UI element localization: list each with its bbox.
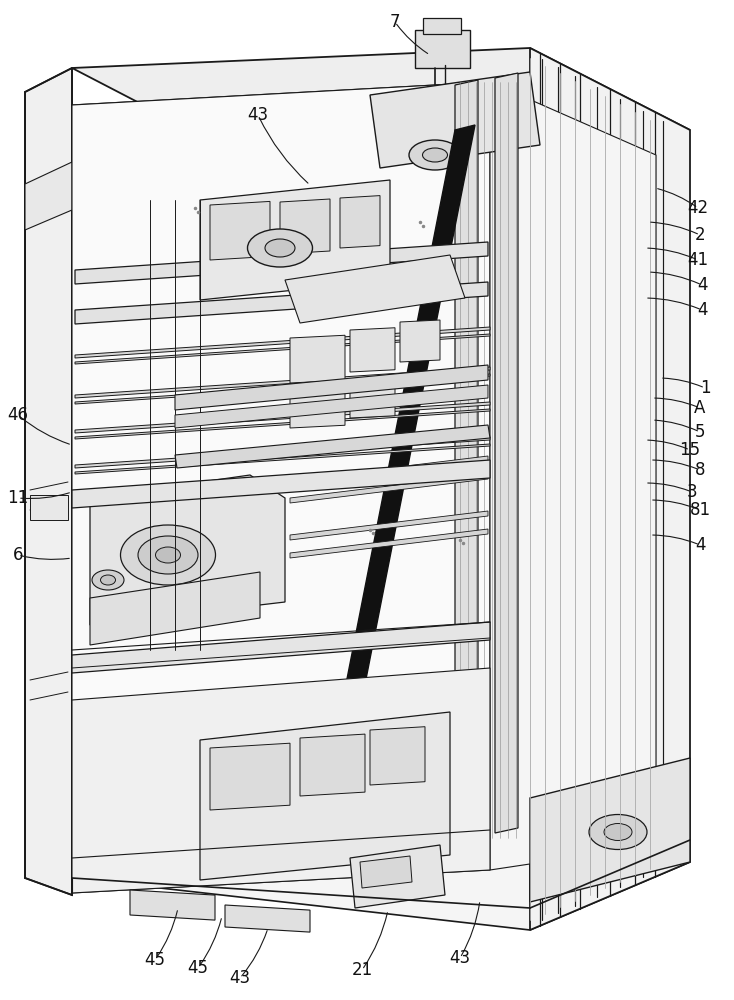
Polygon shape xyxy=(290,385,345,428)
Polygon shape xyxy=(285,255,465,323)
Polygon shape xyxy=(25,162,72,230)
Ellipse shape xyxy=(265,239,295,257)
Text: 7: 7 xyxy=(390,13,400,31)
Text: 3: 3 xyxy=(687,483,697,501)
Polygon shape xyxy=(370,727,425,785)
Ellipse shape xyxy=(101,575,115,585)
Polygon shape xyxy=(495,73,518,833)
Text: 11: 11 xyxy=(7,489,29,507)
Text: 21: 21 xyxy=(352,961,373,979)
Polygon shape xyxy=(400,320,440,362)
Text: 15: 15 xyxy=(680,441,700,459)
Polygon shape xyxy=(75,444,490,474)
Text: 45: 45 xyxy=(145,951,165,969)
Ellipse shape xyxy=(247,229,313,267)
Polygon shape xyxy=(200,712,450,880)
Ellipse shape xyxy=(120,525,216,585)
Polygon shape xyxy=(350,328,395,372)
Text: 4: 4 xyxy=(695,536,705,554)
Polygon shape xyxy=(90,475,285,625)
Polygon shape xyxy=(530,48,690,930)
Bar xyxy=(423,18,461,34)
Polygon shape xyxy=(72,82,490,893)
Polygon shape xyxy=(72,810,690,930)
Polygon shape xyxy=(340,196,380,248)
Polygon shape xyxy=(300,734,365,796)
Polygon shape xyxy=(310,125,475,867)
Polygon shape xyxy=(350,378,395,418)
Polygon shape xyxy=(130,890,215,920)
Polygon shape xyxy=(530,758,690,902)
Polygon shape xyxy=(25,68,72,895)
Polygon shape xyxy=(290,474,488,503)
Polygon shape xyxy=(210,743,290,810)
Polygon shape xyxy=(75,409,490,439)
Bar xyxy=(415,30,470,68)
Polygon shape xyxy=(72,622,490,673)
Polygon shape xyxy=(225,905,310,932)
Polygon shape xyxy=(290,456,488,485)
Polygon shape xyxy=(175,385,488,428)
Polygon shape xyxy=(280,199,330,254)
Text: 43: 43 xyxy=(230,969,250,987)
Polygon shape xyxy=(75,334,490,364)
Ellipse shape xyxy=(409,140,461,170)
Ellipse shape xyxy=(138,536,198,574)
Polygon shape xyxy=(75,402,490,433)
Text: 4: 4 xyxy=(697,276,708,294)
Polygon shape xyxy=(290,511,488,540)
Polygon shape xyxy=(75,282,488,324)
Text: 43: 43 xyxy=(449,949,470,967)
Text: 46: 46 xyxy=(7,406,29,424)
Text: A: A xyxy=(694,399,705,417)
Bar xyxy=(30,495,68,520)
Polygon shape xyxy=(370,72,540,168)
Ellipse shape xyxy=(156,547,181,563)
Polygon shape xyxy=(72,460,490,508)
Polygon shape xyxy=(72,48,690,150)
Ellipse shape xyxy=(604,824,632,840)
Text: 41: 41 xyxy=(688,251,708,269)
Polygon shape xyxy=(290,335,345,383)
Text: 8: 8 xyxy=(695,461,705,479)
Polygon shape xyxy=(175,425,490,468)
Polygon shape xyxy=(360,856,412,888)
Polygon shape xyxy=(75,374,490,404)
Polygon shape xyxy=(75,367,490,398)
Polygon shape xyxy=(90,572,260,645)
Ellipse shape xyxy=(589,814,647,850)
Text: 6: 6 xyxy=(12,546,23,564)
Text: 1: 1 xyxy=(700,379,711,397)
Ellipse shape xyxy=(92,570,124,590)
Text: 43: 43 xyxy=(247,106,269,124)
Text: 4: 4 xyxy=(697,301,708,319)
Text: 81: 81 xyxy=(689,501,711,519)
Polygon shape xyxy=(210,201,270,260)
Polygon shape xyxy=(490,82,656,870)
Polygon shape xyxy=(75,242,488,284)
Text: 45: 45 xyxy=(187,959,208,977)
Polygon shape xyxy=(75,327,490,358)
Text: 42: 42 xyxy=(688,199,708,217)
Polygon shape xyxy=(290,529,488,558)
Polygon shape xyxy=(455,80,478,840)
Polygon shape xyxy=(175,365,488,410)
Ellipse shape xyxy=(423,148,448,162)
Text: 2: 2 xyxy=(694,226,705,244)
Polygon shape xyxy=(350,845,445,908)
Polygon shape xyxy=(200,180,390,300)
Polygon shape xyxy=(72,82,656,178)
Polygon shape xyxy=(72,668,490,893)
Text: 5: 5 xyxy=(695,423,705,441)
Polygon shape xyxy=(75,437,490,468)
